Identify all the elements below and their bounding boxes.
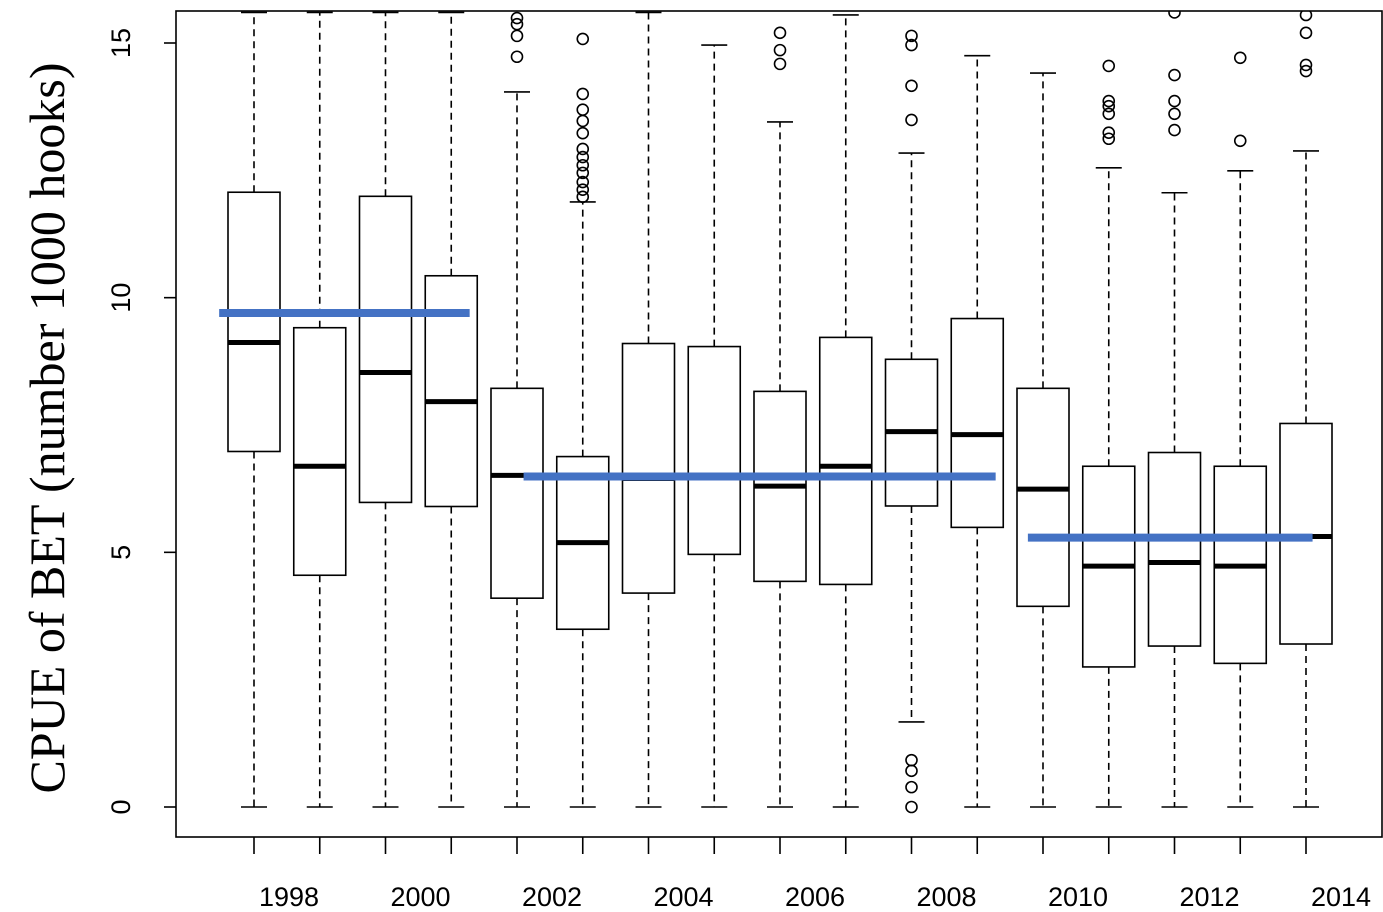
box-2010 [1016,72,1070,808]
y-tick-label: 10 [106,283,136,313]
box-2014 [1279,11,1333,808]
outlier-point [510,11,524,25]
outlier-point [576,183,590,196]
outlier-point [510,17,524,31]
outlier-point [905,29,918,43]
outlier-point [1102,94,1116,108]
x-tick-label: 2000 [390,882,450,912]
outlier-point [576,142,590,156]
box-1999 [292,11,347,808]
box-2000 [358,11,413,808]
box-2008 [884,29,939,814]
outlier-point [1299,64,1313,78]
box-2005 [687,44,742,808]
box-2006 [753,26,807,808]
box-iqr [490,387,544,599]
outlier-point [905,38,918,52]
box-2009 [950,54,1005,808]
x-tick-label: 2008 [916,882,976,912]
outlier-point [576,103,590,117]
box-2003 [555,32,610,808]
box-2004 [621,11,676,808]
outlier-point [1168,107,1181,121]
outlier-point [1102,107,1116,121]
outlier-point [510,29,524,43]
y-tick-label: 15 [106,28,136,58]
box-iqr [818,336,873,586]
outlier-point [576,87,590,101]
y-axis-label: CPUE of BET (number 1000 hooks) [19,63,75,794]
outlier-point [1299,11,1313,22]
outlier-point [905,800,918,814]
outlier-point [1168,11,1181,19]
outlier-point [1233,134,1247,148]
outlier-point [1299,26,1313,40]
box-iqr [1147,451,1202,647]
outlier-point [1168,68,1181,82]
box-iqr [358,195,413,504]
x-tick-label: 2002 [522,882,582,912]
outlier-point [510,50,524,64]
box-2002 [490,11,544,808]
outlier-point [576,166,590,180]
x-tick-label: 1998 [259,882,319,912]
box-2011 [1081,59,1136,808]
outlier-point [905,764,918,778]
x-tick-label: 2004 [653,882,713,912]
box-iqr [621,342,676,594]
y-tick-label: 5 [106,545,136,560]
outlier-point [905,780,918,794]
outlier-point [576,158,590,172]
box-iqr [292,326,347,577]
boxes [227,11,1333,814]
box-iqr [227,191,281,453]
x-tick-label: 2012 [1179,882,1239,912]
outlier-point [773,57,787,71]
x-tick-label: 2006 [785,882,845,912]
box-iqr [687,345,742,556]
mean-lines [219,308,1313,542]
outlier-point [1102,132,1116,146]
outlier-point [905,113,918,127]
outlier-point [576,114,590,128]
outlier-point [1299,58,1313,72]
outlier-point [1102,99,1116,113]
outlier-point [1168,94,1181,108]
x-tick-label: 2010 [1048,882,1108,912]
outlier-point [905,79,918,93]
outlier-point [1102,126,1116,139]
outlier-point [1102,59,1116,73]
box-iqr [950,317,1005,529]
box-2012 [1147,11,1202,808]
box-iqr [1016,387,1070,608]
y-tick-label: 0 [106,799,136,814]
outlier-point [576,175,590,189]
x-tick-label: 2014 [1311,882,1371,912]
box-2013 [1213,51,1268,808]
outlier-point [576,190,590,204]
outlier-point [905,753,918,767]
outlier-point [1233,51,1247,65]
x-axis: 1998 2000 2002 2004 2006 2008 2010 2012 2014 [253,837,1371,912]
outlier-point [576,150,590,164]
box-2007 [818,14,873,808]
outlier-point [576,126,590,140]
outlier-point [576,32,590,46]
box-1998 [227,11,281,808]
plot-frame [175,10,1383,838]
outlier-point [773,26,787,40]
outlier-point [773,43,787,57]
outlier-point [1168,123,1181,137]
plot-border [175,10,1383,838]
box-2001 [424,11,479,808]
y-axis: 0 5 10 15 [106,28,176,815]
